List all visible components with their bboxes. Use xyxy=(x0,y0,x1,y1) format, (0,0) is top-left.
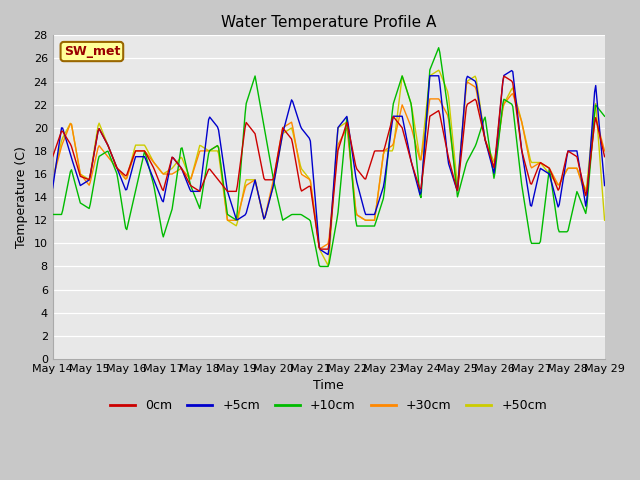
Legend: 0cm, +5cm, +10cm, +30cm, +50cm: 0cm, +5cm, +10cm, +30cm, +50cm xyxy=(105,395,552,418)
Text: SW_met: SW_met xyxy=(64,45,120,58)
Y-axis label: Temperature (C): Temperature (C) xyxy=(15,146,28,248)
X-axis label: Time: Time xyxy=(313,379,344,392)
Title: Water Temperature Profile A: Water Temperature Profile A xyxy=(221,15,436,30)
